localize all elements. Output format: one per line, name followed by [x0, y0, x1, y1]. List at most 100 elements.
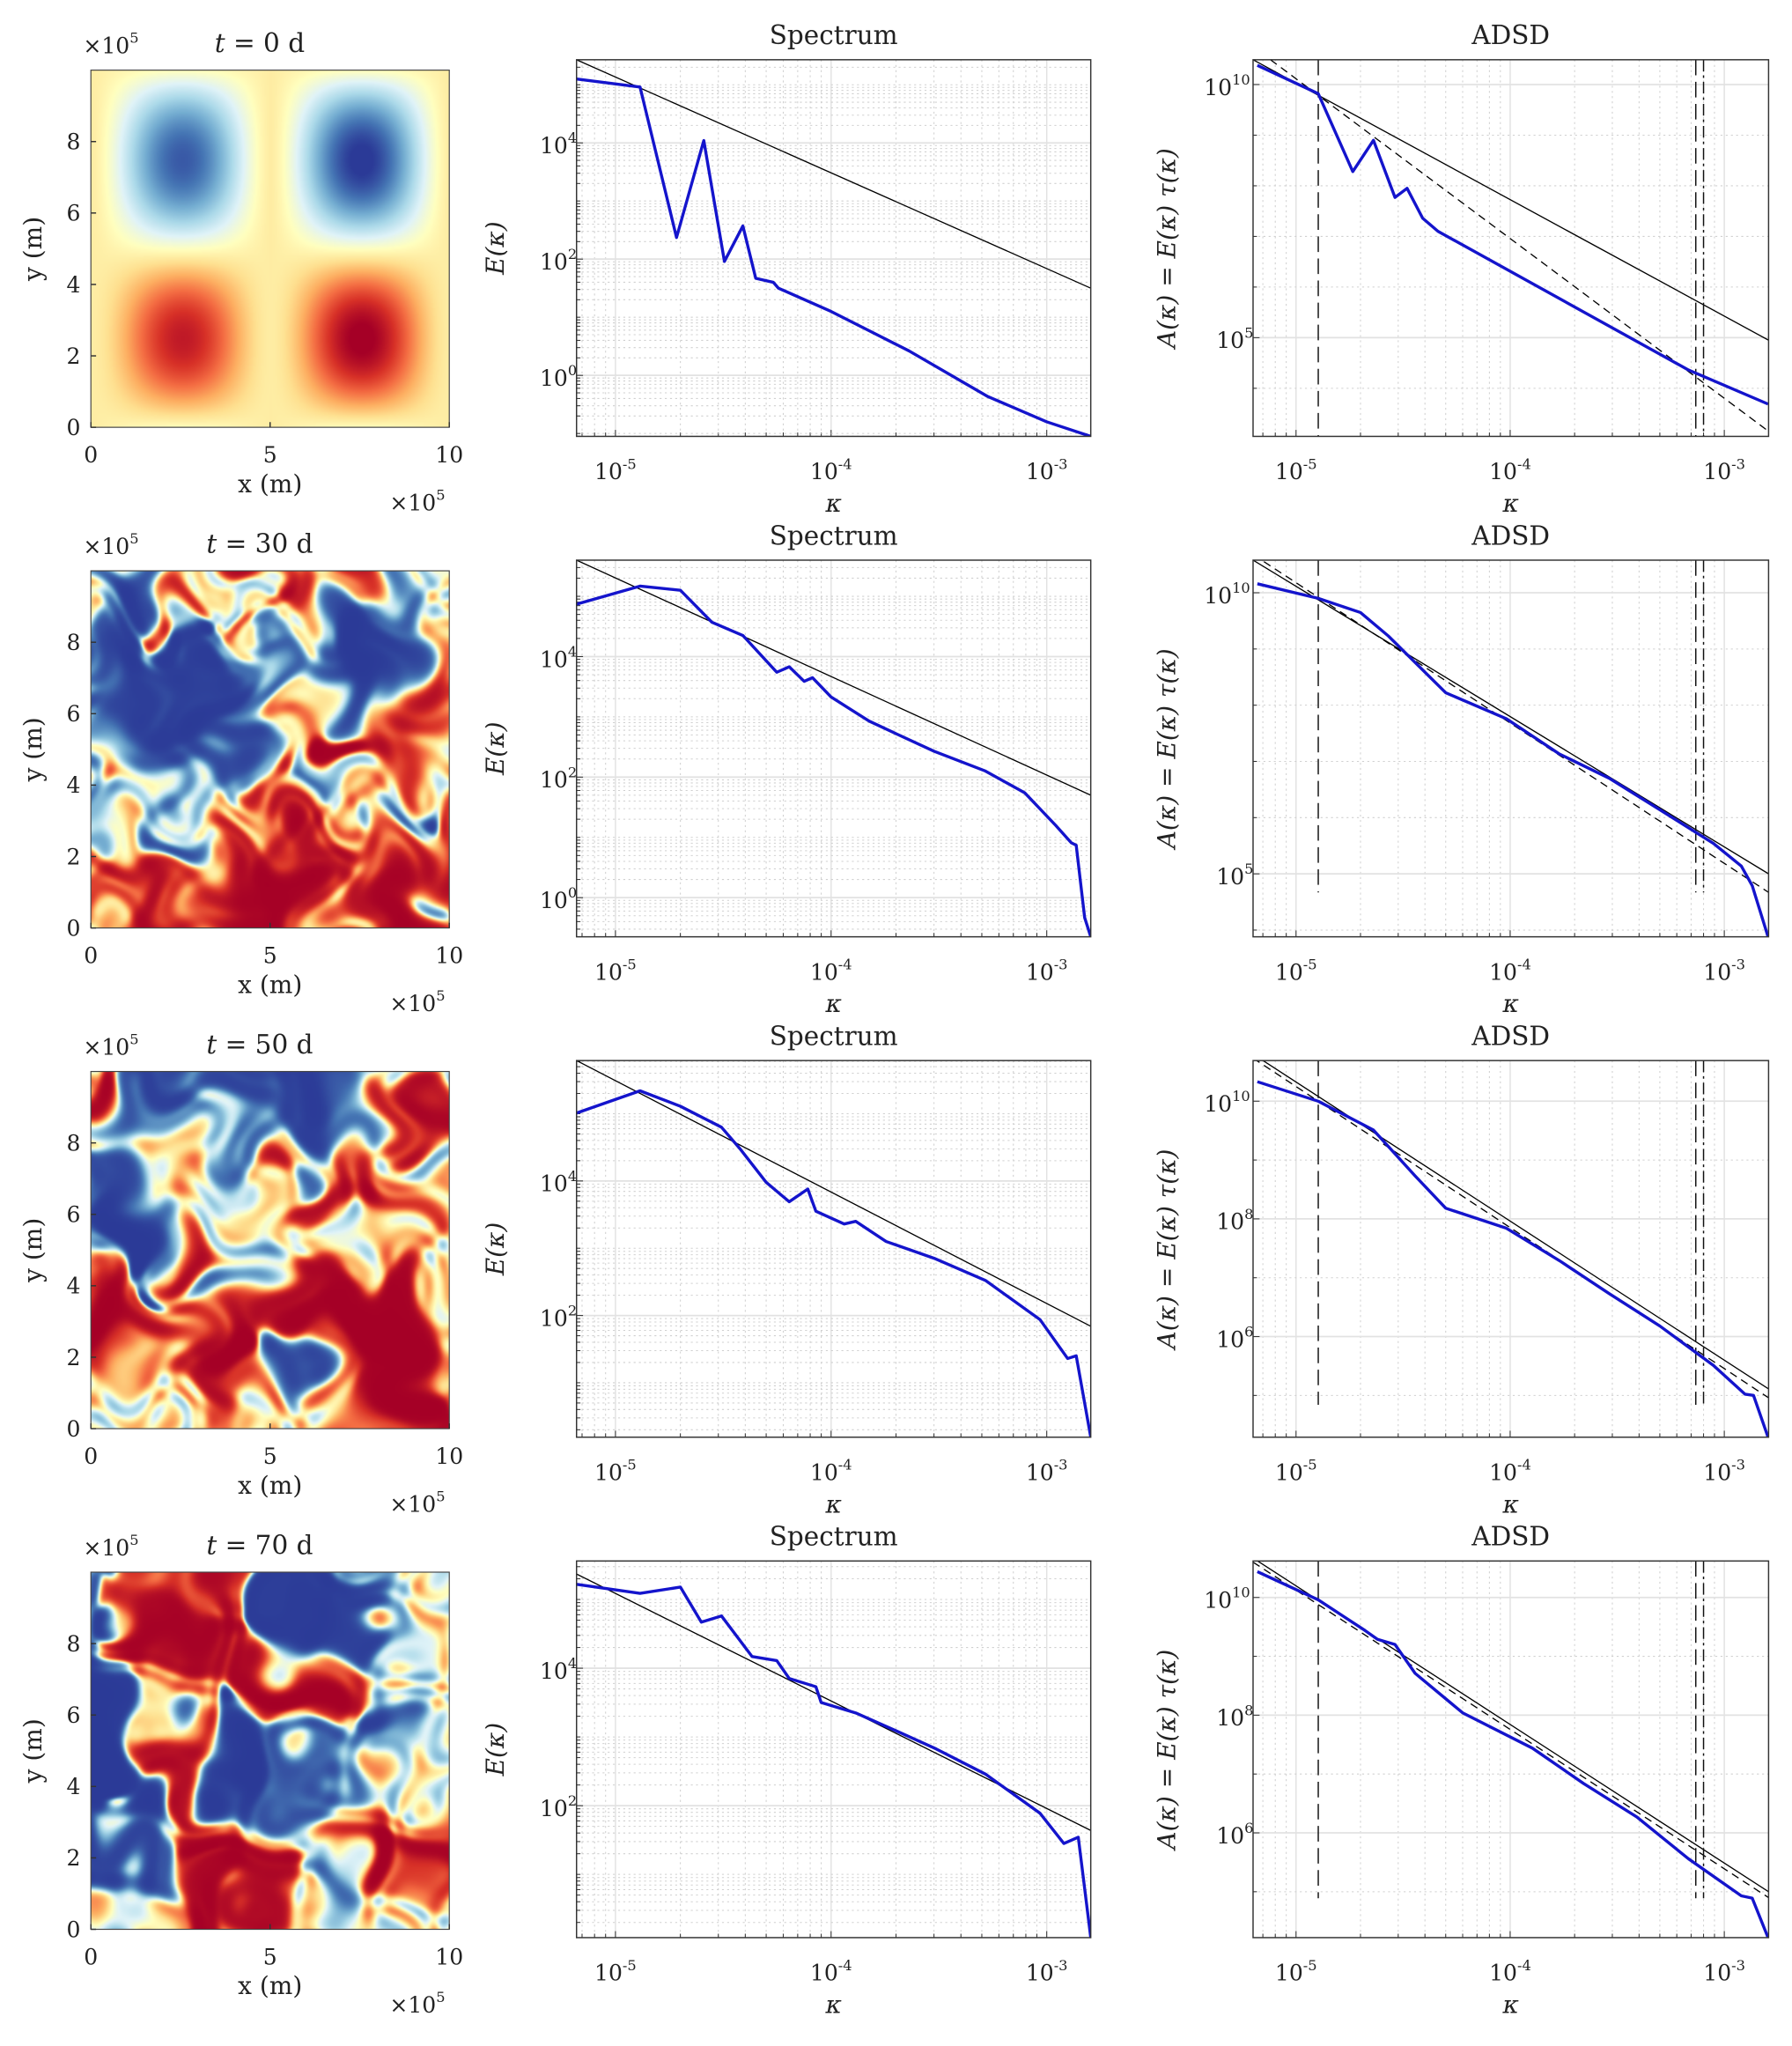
x-tick-label: 0 [84, 1944, 98, 1969]
y-tick-label: 0 [66, 1416, 80, 1442]
y-axis-label: A(κ) = E(κ) τ(κ) [1153, 648, 1182, 851]
x-axis-label: κ [1502, 1990, 1519, 2019]
y-tick-label: 100 [540, 884, 577, 913]
x-tick-label-exp: -3 [1054, 1457, 1068, 1474]
y-tick-label: 102 [540, 1792, 577, 1821]
x-tick-label-exp: -5 [623, 455, 637, 472]
x-tick-label: 10 [435, 942, 463, 968]
y-tick-label: 4 [66, 772, 80, 798]
y-tick-label-exp: 4 [568, 129, 577, 146]
y-tick-label: 6 [66, 701, 80, 727]
y-tick-label-exp: 6 [1244, 1820, 1253, 1836]
x-tick-label-base: 10 [1703, 1459, 1731, 1485]
y-tick-label-exp: 0 [568, 884, 577, 901]
x-axis-label: x (m) [238, 469, 302, 499]
x-tick-label: 10 [435, 1944, 463, 1969]
y-tick-label: 6 [66, 201, 80, 226]
y-tick-label: 8 [66, 1631, 80, 1657]
y-tick-label-base: 10 [540, 1305, 568, 1331]
x-axis-label: x (m) [238, 970, 302, 999]
y-tick-label-base: 10 [1216, 1705, 1244, 1731]
x-tick-label-base: 10 [1275, 459, 1303, 484]
x-tick-label: 10 [435, 442, 463, 468]
x-tick-label-base: 10 [1489, 459, 1517, 484]
y-tick-label: 0 [66, 915, 80, 941]
y-multiplier-base: ×10 [83, 1034, 129, 1060]
x-tick-label-exp: -3 [1054, 455, 1068, 472]
panel-title: ADSD [1471, 1021, 1550, 1051]
y-tick-label-base: 10 [1216, 1823, 1244, 1849]
grid [577, 1060, 1091, 1437]
y-tick-label: 0 [66, 415, 80, 440]
x-tick-label-exp: -5 [623, 1957, 637, 1974]
y-tick-label-base: 10 [1204, 583, 1232, 609]
x-tick-label-exp: -4 [1517, 1457, 1531, 1474]
y-tick-label-exp: 4 [568, 1168, 577, 1185]
grid [577, 560, 1091, 937]
title-variable: t [206, 528, 217, 558]
x-axis-label: x (m) [238, 1471, 302, 1500]
x-tick-label-base: 10 [1026, 1961, 1054, 1986]
y-multiplier-base: ×10 [83, 33, 129, 58]
y-multiplier-base: ×10 [83, 1535, 129, 1561]
x-tick-label: 10-4 [1489, 1457, 1531, 1486]
panel-title: Spectrum [770, 521, 898, 550]
title-variable: t [215, 28, 225, 58]
x-tick-label-exp: -5 [1303, 956, 1317, 972]
x-tick-label: 10-3 [1026, 956, 1068, 985]
x-tick-label: 0 [84, 942, 98, 968]
panel-title: t = 70 d [206, 1530, 313, 1560]
y-tick-label: 104 [540, 643, 577, 672]
reference-line-dashed [1253, 1562, 1768, 1898]
x-tick-label: 5 [263, 1444, 277, 1469]
x-tick-label-base: 10 [1275, 959, 1303, 985]
x-tick-label-exp: -4 [838, 1457, 852, 1474]
title-value: = 30 d [217, 528, 313, 558]
y-axis-label: A(κ) = E(κ) τ(κ) [1153, 148, 1182, 351]
x-tick-label: 10-3 [1703, 455, 1745, 484]
x-tick-label-base: 10 [1703, 459, 1731, 484]
y-multiplier-exp: 5 [129, 30, 138, 47]
y-axis-label: E(κ) [481, 1723, 510, 1777]
x-tick-label-base: 10 [1703, 959, 1731, 985]
x-tick-label: 10-3 [1703, 956, 1745, 985]
x-tick-label: 0 [84, 442, 98, 468]
y-tick-label: 8 [66, 1130, 80, 1156]
y-tick-label-exp: 6 [1244, 1324, 1253, 1341]
x-tick-label: 10-5 [1275, 1457, 1317, 1486]
y-axis-label: y (m) [18, 217, 48, 282]
grid [1253, 1060, 1768, 1437]
x-tick-label-exp: -4 [838, 956, 852, 972]
x-tick-label: 10-4 [1489, 1957, 1531, 1986]
y-multiplier: ×105 [83, 530, 138, 559]
y-tick-label-exp: 5 [1244, 324, 1253, 341]
x-multiplier-exp: 5 [436, 487, 445, 504]
heatmap-image [91, 70, 449, 428]
x-tick-label: 10-5 [594, 1957, 637, 1986]
x-axis-label: κ [825, 1990, 842, 2019]
y-tick-label-base: 10 [1216, 864, 1244, 890]
panel-title: ADSD [1471, 1522, 1550, 1552]
y-axis-label: E(κ) [481, 221, 510, 276]
x-tick-label-exp: -3 [1731, 1457, 1745, 1474]
title-variable: t [206, 1530, 217, 1560]
x-tick-label-base: 10 [810, 1459, 838, 1485]
y-tick-label-base: 10 [540, 366, 568, 391]
x-tick-label: 10-4 [810, 956, 852, 985]
y-tick-label-base: 10 [1204, 1588, 1232, 1614]
y-tick-label: 100 [540, 362, 577, 391]
x-axis-label: κ [825, 489, 842, 518]
x-tick-label-exp: -4 [1517, 956, 1531, 972]
y-tick-label-exp: 2 [568, 1303, 577, 1319]
reference-power-law-line [1253, 1054, 1768, 1389]
x-axis-label: κ [825, 989, 842, 1018]
x-tick-label: 5 [263, 1944, 277, 1969]
panel-title: Spectrum [770, 1522, 898, 1552]
y-axis-label: E(κ) [481, 1222, 510, 1277]
